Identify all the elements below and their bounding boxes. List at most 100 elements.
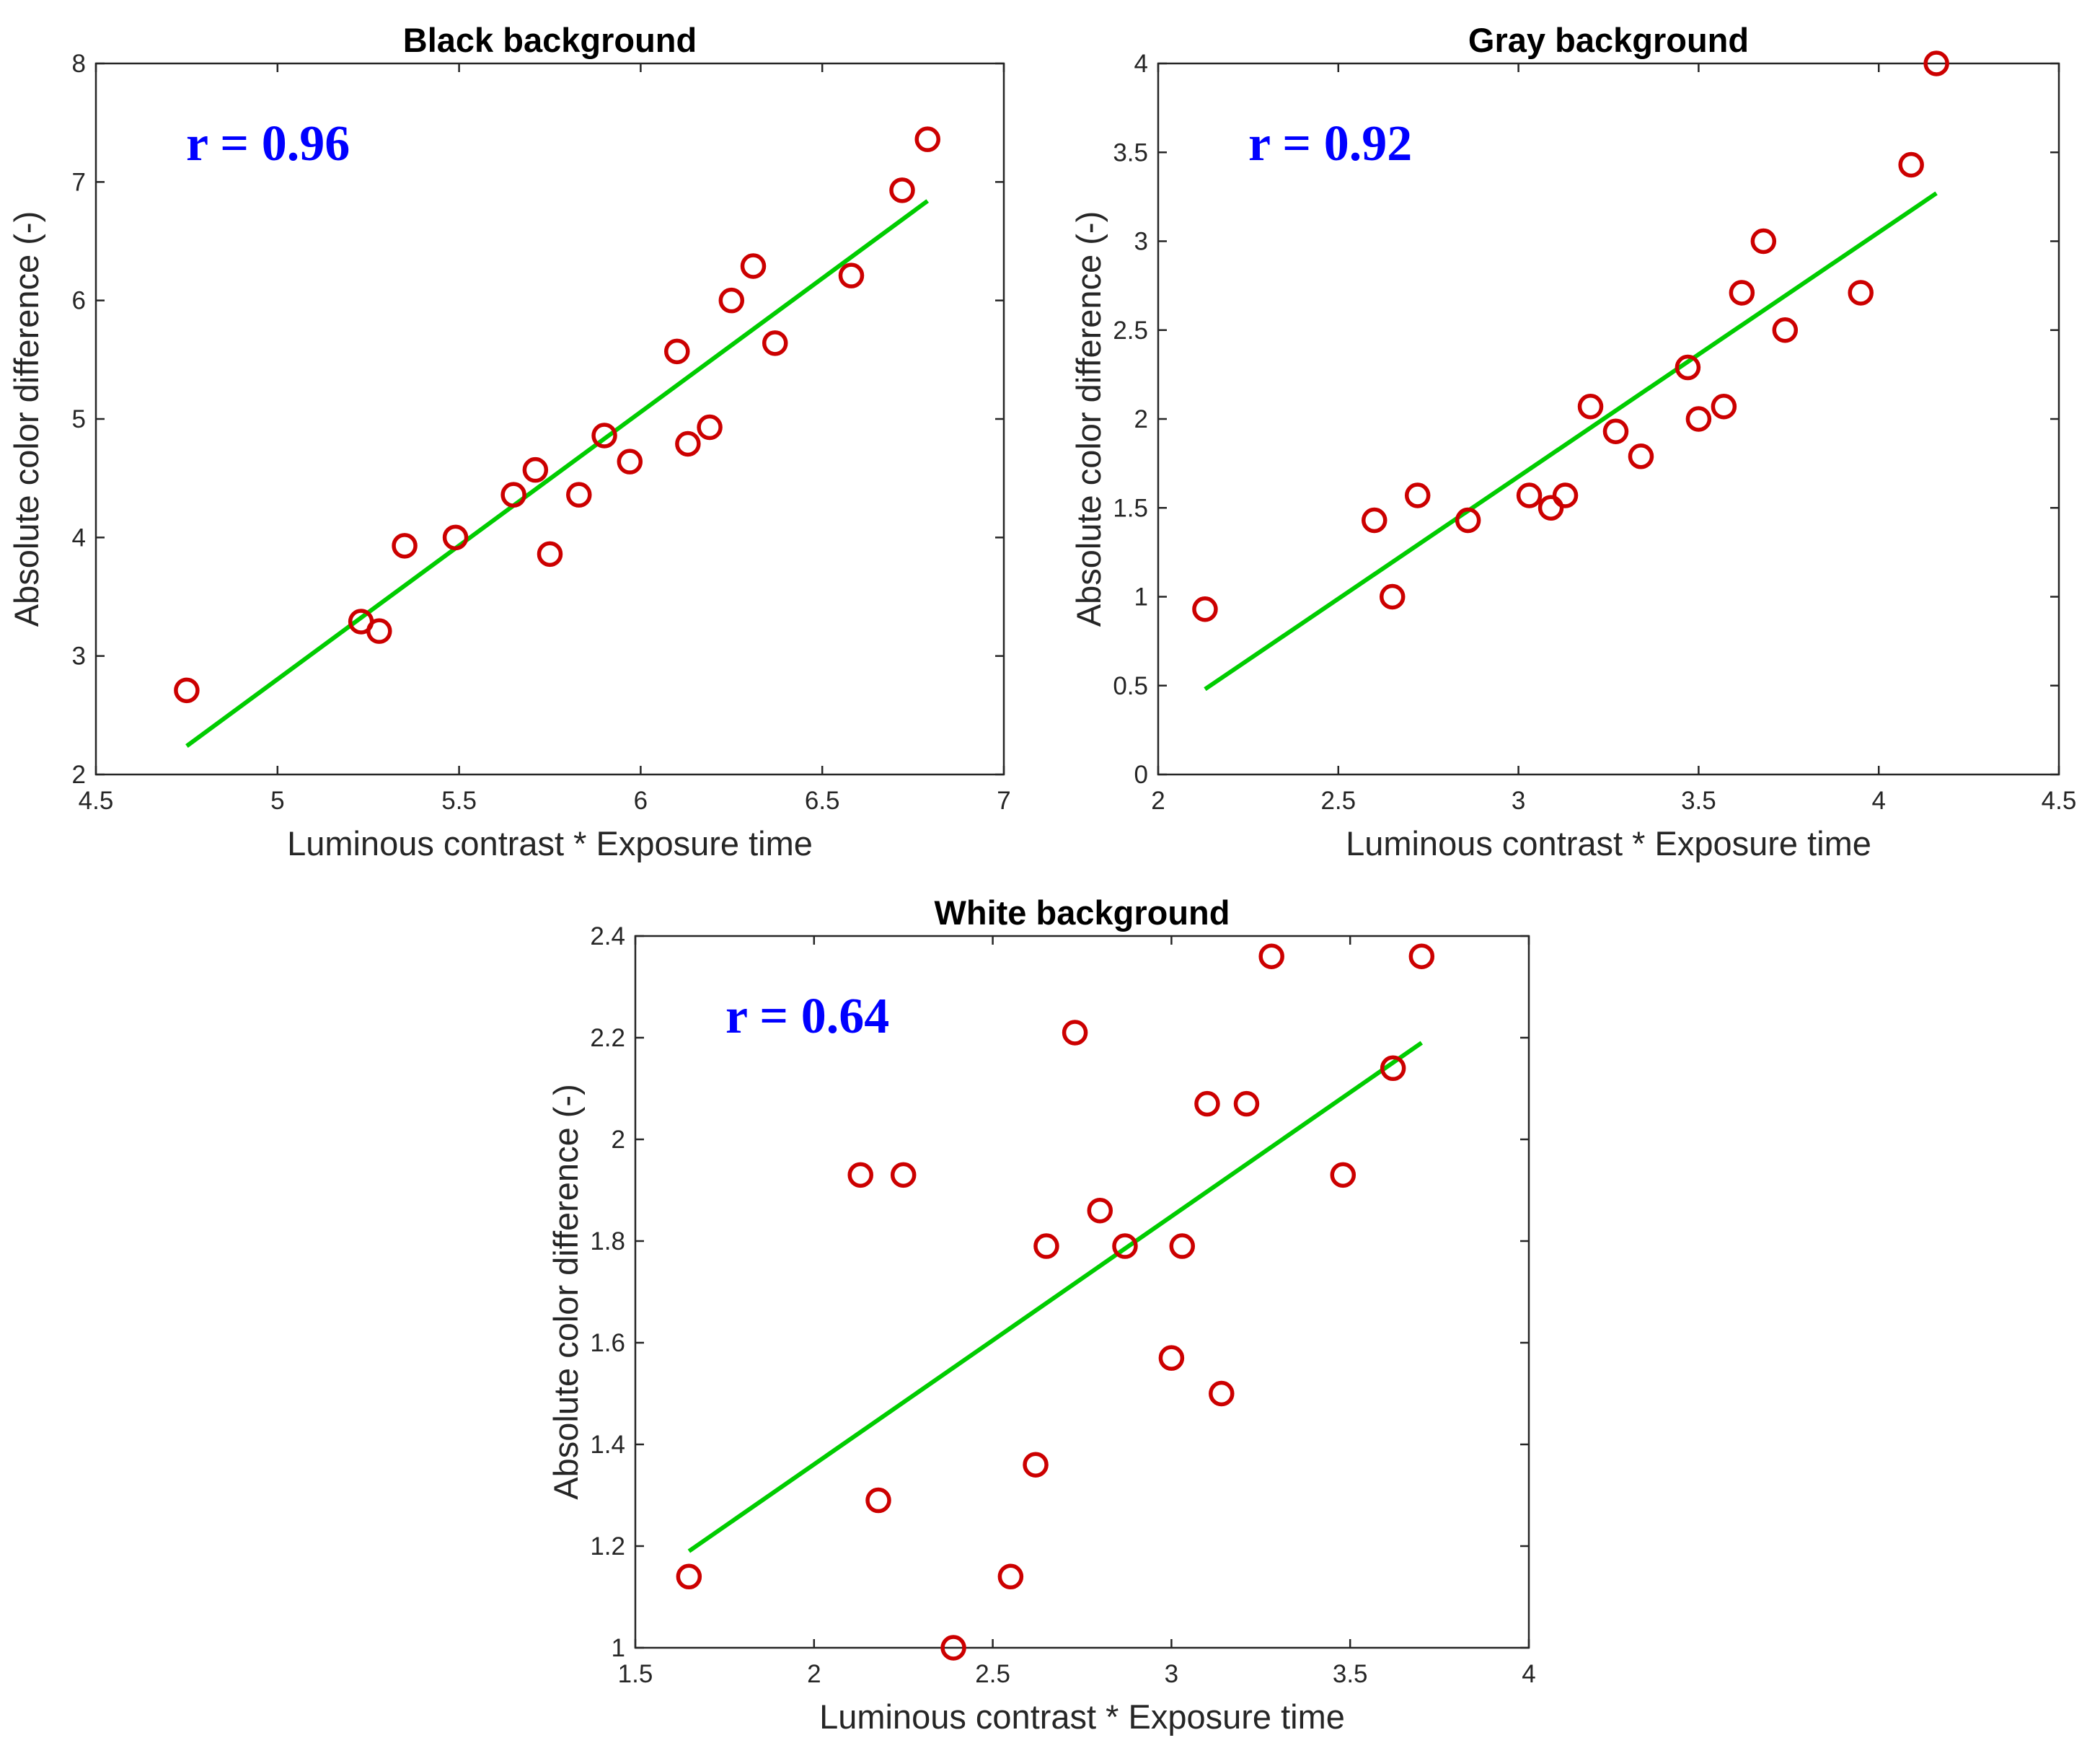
chart-title: Gray background xyxy=(1468,21,1749,59)
data-point xyxy=(1194,1090,1220,1117)
y-tick-label: 2 xyxy=(612,1126,625,1154)
chart-title: White background xyxy=(935,893,1230,932)
data-point xyxy=(1362,507,1388,534)
y-axis-label: Absolute color difference (-) xyxy=(1069,211,1108,627)
x-tick-label: 7 xyxy=(997,787,1010,815)
y-tick-label: 4 xyxy=(72,524,86,552)
y-tick-label: 1.4 xyxy=(590,1431,625,1459)
data-point xyxy=(1923,50,1949,76)
chart-white-background: White background Luminous contrast * Exp… xyxy=(547,893,1536,1736)
data-point xyxy=(1455,507,1481,534)
x-tick-label: 4.5 xyxy=(79,787,114,815)
x-axis-label: Luminous contrast * Exposure time xyxy=(1346,824,1871,862)
data-point xyxy=(1112,1233,1138,1259)
y-tick-label: 0.5 xyxy=(1113,672,1148,700)
data-point xyxy=(847,1162,873,1188)
data-point xyxy=(617,449,643,474)
x-tick-label: 2.5 xyxy=(1320,787,1356,815)
data-point xyxy=(566,482,592,508)
data-point xyxy=(522,456,549,483)
y-tick-label: 2 xyxy=(72,761,86,789)
x-tick-label: 4 xyxy=(1522,1660,1535,1688)
data-point xyxy=(174,677,200,704)
data-point xyxy=(890,1162,917,1188)
data-point xyxy=(1192,596,1218,622)
x-tick-label: 6.5 xyxy=(805,787,840,815)
data-point xyxy=(1750,228,1777,255)
x-tick-label: 3.5 xyxy=(1333,1660,1368,1688)
data-point xyxy=(1685,406,1712,432)
data-point xyxy=(1169,1233,1196,1259)
x-tick-label: 2.5 xyxy=(975,1660,1010,1688)
data-point xyxy=(1033,1233,1059,1259)
data-point xyxy=(676,1563,702,1590)
data-point xyxy=(1516,482,1543,508)
data-point xyxy=(500,482,526,508)
data-point xyxy=(1258,943,1284,969)
x-axis-label: Luminous contrast * Exposure time xyxy=(287,824,813,862)
data-point xyxy=(914,126,940,152)
data-point xyxy=(1380,1055,1406,1082)
data-point xyxy=(664,338,690,365)
y-tick-label: 3 xyxy=(1134,228,1148,256)
data-point xyxy=(1404,482,1431,508)
data-point xyxy=(1711,393,1737,420)
data-point xyxy=(1379,583,1406,610)
data-point xyxy=(889,177,915,203)
y-tick-label: 1.2 xyxy=(590,1532,625,1561)
y-tick-label: 2.2 xyxy=(590,1024,625,1052)
data-point xyxy=(838,262,865,288)
data-point xyxy=(740,253,767,279)
y-tick-label: 2 xyxy=(1134,405,1148,433)
plot-area xyxy=(1157,62,2060,776)
y-tick-label: 6 xyxy=(72,287,86,315)
data-point xyxy=(865,1487,891,1514)
chart-title: Black background xyxy=(403,21,697,59)
data-point xyxy=(1577,393,1604,420)
x-tick-label: 5.5 xyxy=(441,787,477,815)
y-tick-label: 1 xyxy=(612,1634,625,1662)
plot-area xyxy=(634,935,1530,1649)
data-point xyxy=(442,524,469,551)
data-point xyxy=(997,1563,1024,1590)
data-point xyxy=(718,287,745,314)
data-point xyxy=(1772,317,1799,343)
x-tick-label: 2 xyxy=(807,1660,821,1688)
y-tick-label: 4 xyxy=(1134,50,1148,78)
data-point xyxy=(1023,1452,1049,1478)
data-point xyxy=(1062,1020,1088,1046)
plot-area xyxy=(94,62,1005,776)
data-point xyxy=(1087,1197,1113,1224)
data-point xyxy=(1330,1162,1356,1188)
data-point xyxy=(762,330,788,356)
x-tick-label: 4.5 xyxy=(2042,787,2077,815)
y-tick-label: 1.5 xyxy=(1113,494,1148,522)
chart-gray-background: Gray background Luminous contrast * Expo… xyxy=(1069,21,2076,862)
x-axis-label: Luminous contrast * Exposure time xyxy=(819,1698,1345,1736)
x-tick-label: 5 xyxy=(270,787,284,815)
data-point xyxy=(1233,1090,1260,1117)
fit-line xyxy=(1204,191,1938,692)
data-point xyxy=(1602,418,1629,445)
data-point xyxy=(392,533,418,559)
data-point xyxy=(1552,482,1579,508)
data-point xyxy=(675,431,701,457)
y-tick-label: 8 xyxy=(72,50,86,78)
data-point xyxy=(1538,495,1564,521)
y-tick-label: 1.6 xyxy=(590,1329,625,1357)
fit-line xyxy=(185,199,930,748)
data-point xyxy=(1898,151,1924,178)
y-tick-label: 1 xyxy=(1134,583,1148,612)
data-point xyxy=(591,423,617,449)
x-tick-label: 1.5 xyxy=(618,1660,653,1688)
y-axis-label: Absolute color difference (-) xyxy=(7,211,45,627)
x-tick-label: 3 xyxy=(1512,787,1525,815)
y-tick-label: 5 xyxy=(72,405,86,433)
x-tick-label: 3.5 xyxy=(1681,787,1716,815)
x-tick-label: 3 xyxy=(1165,1660,1178,1688)
data-point xyxy=(1675,354,1701,381)
data-point xyxy=(1158,1345,1185,1371)
correlation-label: r = 0.64 xyxy=(725,989,889,1044)
y-tick-label: 3 xyxy=(72,643,86,671)
